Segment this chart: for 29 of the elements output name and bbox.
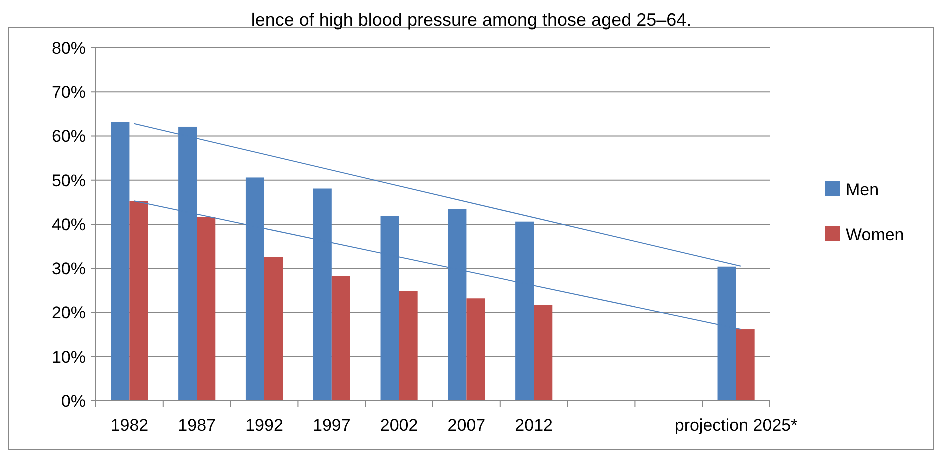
bar xyxy=(111,122,130,401)
y-tick-label: 50% xyxy=(52,171,86,190)
x-tick-label: 2002 xyxy=(380,416,418,435)
chart-title: lence of high blood pressure among those aged 25–64. xyxy=(251,10,692,30)
y-tick-label: 60% xyxy=(52,127,86,146)
y-tick-label: 70% xyxy=(52,83,86,102)
y-tick-label: 40% xyxy=(52,215,86,234)
bar xyxy=(197,217,216,401)
bar xyxy=(332,276,350,401)
y-tick-label: 30% xyxy=(52,260,86,279)
x-tick-label: projection 2025* xyxy=(674,416,798,435)
y-tick-label: 0% xyxy=(61,392,86,411)
y-tick-label: 10% xyxy=(52,348,86,367)
legend-label: Men xyxy=(846,180,880,200)
bar xyxy=(466,298,486,401)
legend-label: Women xyxy=(846,225,904,244)
bar xyxy=(399,291,418,401)
bar xyxy=(534,305,553,401)
x-tick-label: 1997 xyxy=(312,416,351,435)
x-tick-label: 1987 xyxy=(178,416,216,435)
bar xyxy=(736,330,755,401)
bar xyxy=(130,201,148,401)
y-tick-label: 80% xyxy=(52,38,86,58)
x-tick-label: 2007 xyxy=(448,416,486,435)
bar xyxy=(264,257,284,401)
x-tick-label: 2012 xyxy=(515,416,554,435)
y-tick-label: 20% xyxy=(52,304,86,323)
x-tick-label: 1992 xyxy=(246,416,284,435)
x-tick-label: 1982 xyxy=(110,416,149,435)
